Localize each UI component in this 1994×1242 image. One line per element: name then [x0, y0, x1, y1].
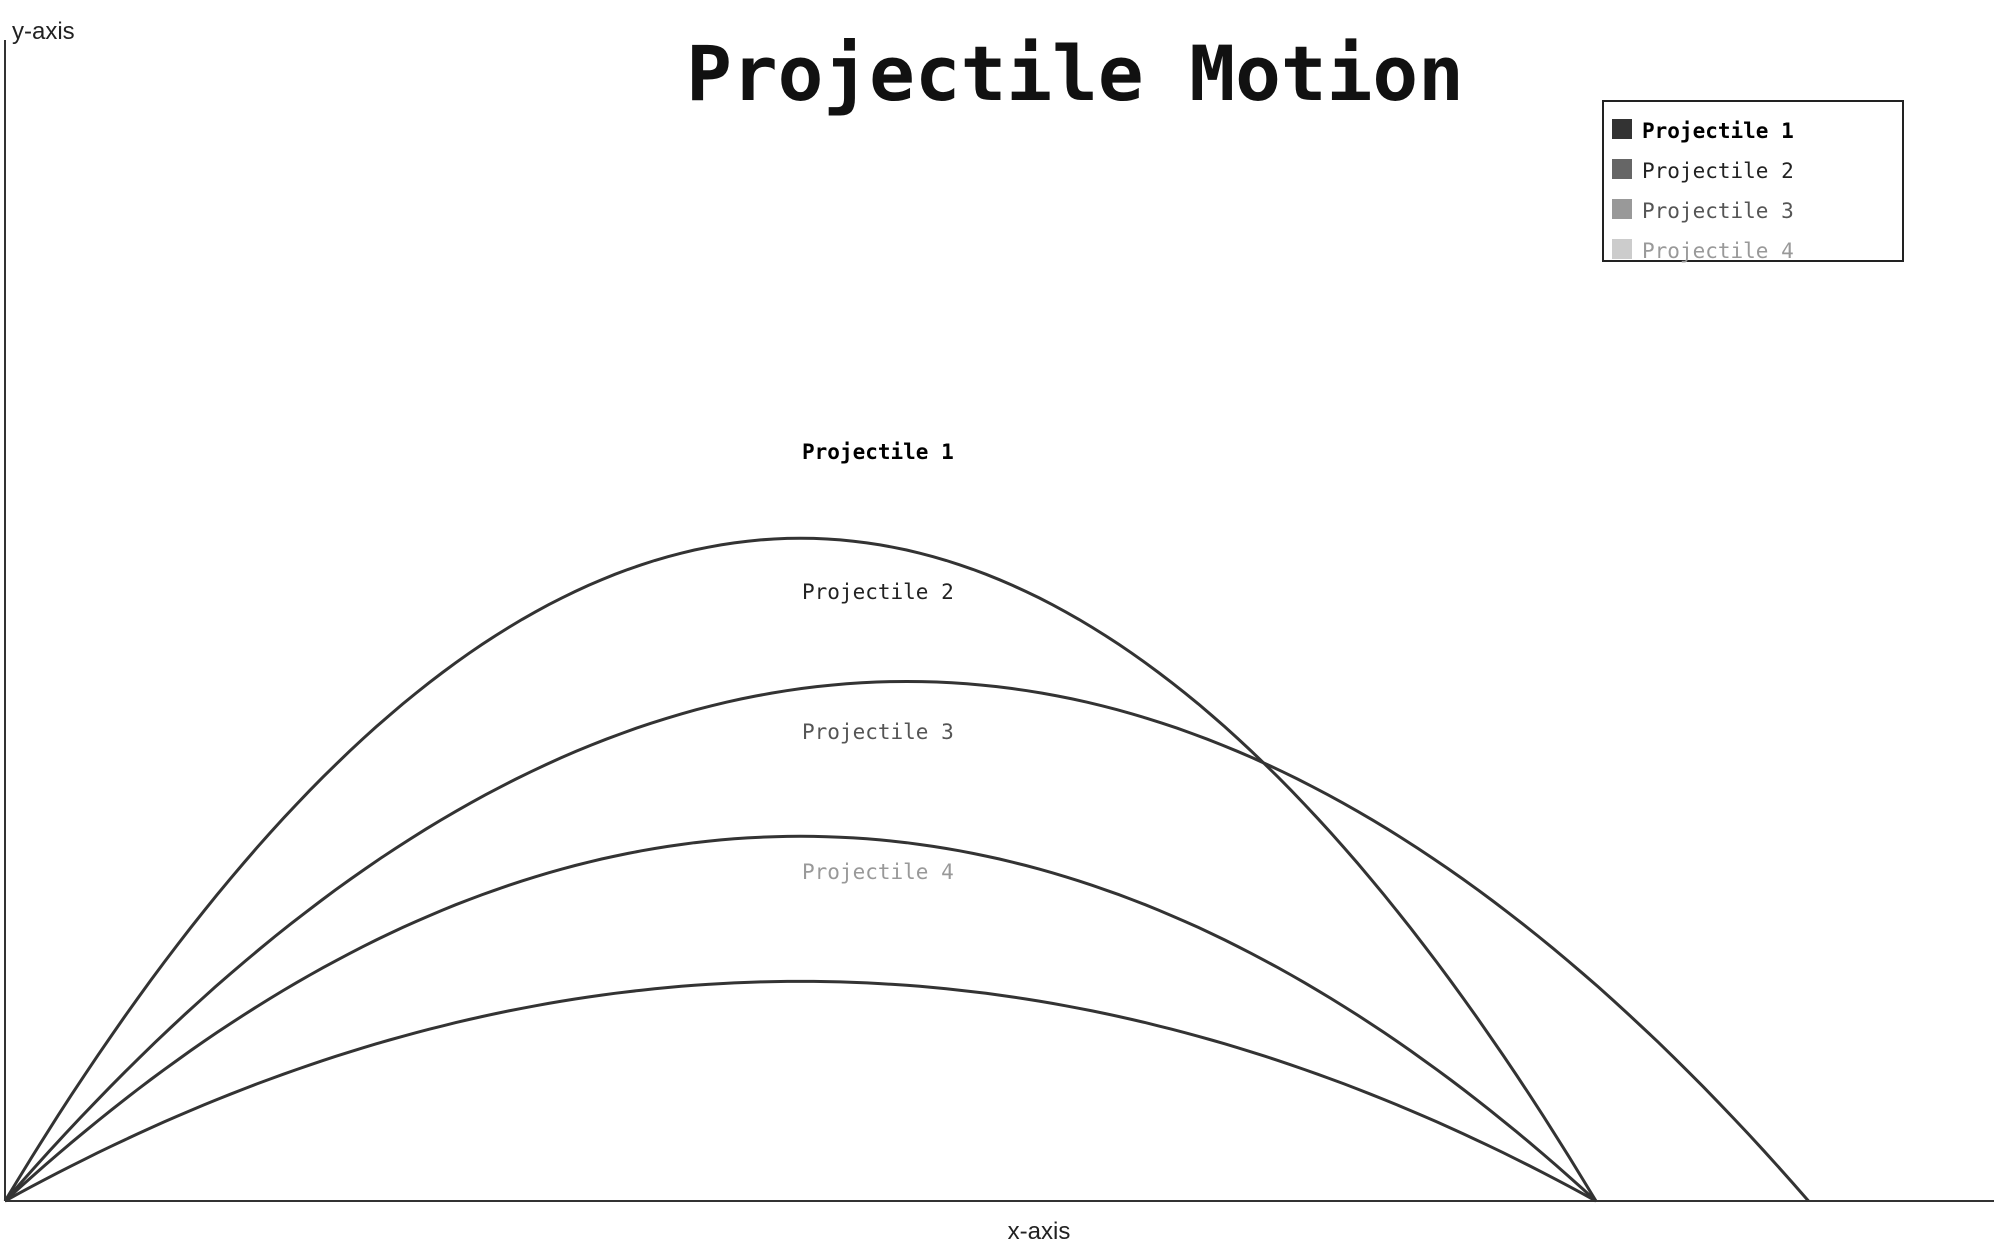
curve-label-2: Projectile 2 [802, 580, 954, 604]
legend-items: Projectile 1 Projectile 2 Projectile 3 Proj… [1612, 119, 1794, 263]
curve-label-1: Projectile 1 [802, 440, 954, 464]
legend-label-4: Projectile 4 [1642, 239, 1794, 263]
legend-swatch-2 [1612, 159, 1632, 179]
x-axis-label: x-axis [1008, 1218, 1071, 1242]
legend: Projectile 1 Projectile 2 Projectile 3 Proj… [1602, 100, 1904, 263]
trajectories [3, 536, 1810, 1203]
trajectory-4 [4, 979, 1597, 1203]
legend-swatch-3 [1612, 199, 1632, 219]
trajectory-2 [3, 679, 1810, 1202]
curve-labels: Projectile 1 Projectile 2 Projectile 3 Proj… [802, 440, 954, 884]
chart-title: Projectile Motion [686, 29, 1464, 118]
legend-label-3: Projectile 3 [1642, 199, 1794, 223]
curve-label-3: Projectile 3 [802, 720, 954, 744]
legend-label-2: Projectile 2 [1642, 159, 1794, 183]
legend-box [1602, 100, 1904, 262]
legend-label-1: Projectile 1 [1642, 119, 1794, 143]
trajectory-3 [3, 834, 1598, 1203]
curve-label-4: Projectile 4 [802, 860, 954, 884]
y-axis-label: y-axis [12, 18, 75, 45]
legend-swatch-4 [1612, 239, 1632, 259]
legend-swatch-1 [1612, 119, 1632, 139]
trajectory-1 [3, 536, 1598, 1202]
